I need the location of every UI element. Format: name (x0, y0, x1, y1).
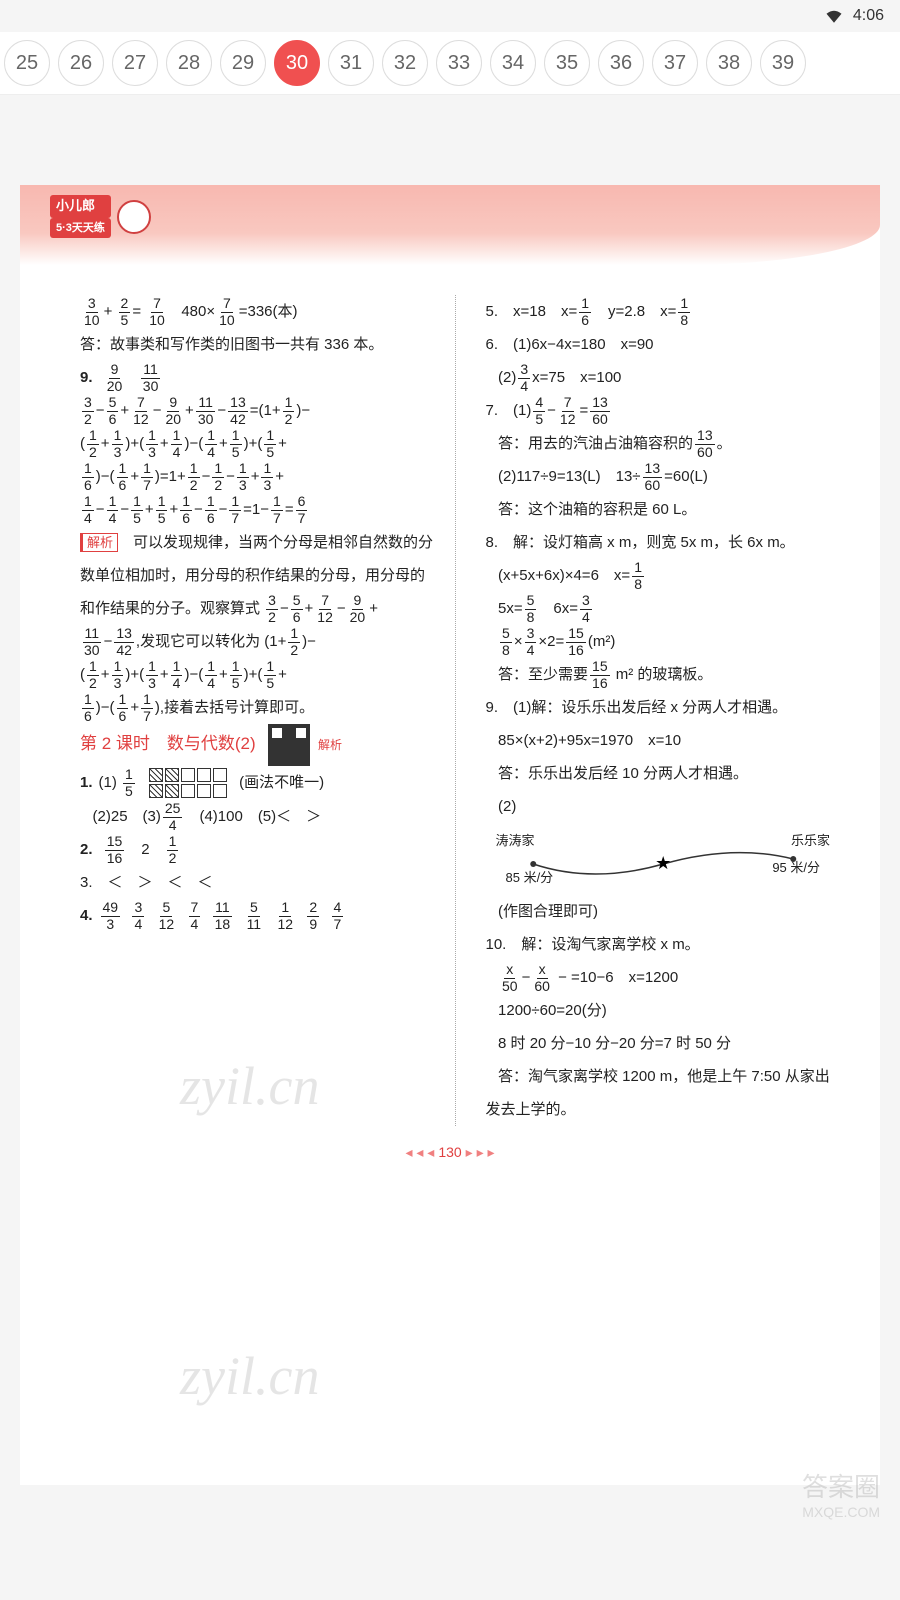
text-line: (2)34x=75 x=100 (486, 361, 841, 394)
text-line: 3. ＜ ＞ ＜ ＜ (80, 866, 435, 899)
grid-drawing (147, 766, 229, 800)
page-tab-36[interactable]: 36 (598, 40, 644, 86)
wifi-icon (825, 9, 843, 23)
brand-title: 小儿郎 (50, 195, 111, 218)
page-tab-33[interactable]: 33 (436, 40, 482, 86)
text-line: 答：淘气家离学校 1200 m，他是上午 7:50 从家出发去上学的。 (486, 1060, 841, 1126)
brand-sub: 5·3天天练 (50, 218, 111, 238)
watermark: zyil.cn (180, 1345, 319, 1407)
page-footer: ◂ ◂ ◂130▸ ▸ ▸ (20, 1136, 880, 1169)
text-line: 9. 920 1130 (80, 361, 435, 394)
text-line: 1130−1342,发现它可以转化为 (1+12)− (80, 625, 435, 658)
page-tab-32[interactable]: 32 (382, 40, 428, 86)
text-line: 2. 1516 2 12 (80, 833, 435, 866)
text-line: 答：用去的汽油占油箱容积的1360。 (486, 427, 841, 460)
page-tab-25[interactable]: 25 (4, 40, 50, 86)
qr-code-icon[interactable] (268, 724, 310, 766)
content-columns: 310+ 25= 710 480×710=336(本) 答：故事类和写作类的旧图… (20, 265, 880, 1136)
meeting-diagram: ★ 涛涛家 乐乐家 85 米/分 95 米/分 (486, 829, 841, 889)
page-tab-26[interactable]: 26 (58, 40, 104, 86)
document-area: 小儿郎 5·3天天练 310+ 25= 710 480×710=336(本) 答… (0, 95, 900, 1505)
text-line: (x+5x+6x)×4=6 x=18 (486, 559, 841, 592)
text-line: (2)117÷9=13(L) 13÷1360=60(L) (486, 460, 841, 493)
text-line: 58×34×2=1516(m²) (486, 625, 841, 658)
text-line: 9. (1)解：设乐乐出发后经 x 分两人才相遇。 (486, 691, 841, 724)
text-line: 16)−(16+17),接着去括号计算即可。 (80, 691, 435, 724)
text-line: x50−x60 − =10−6 x=1200 (486, 961, 841, 994)
text-line: 14−14−15+15+16−16−17=1−17=67 (80, 493, 435, 526)
right-column: 5. x=18 x=16 y=2.8 x=18 6. (1)6x−4x=180 … (476, 295, 841, 1126)
page-tab-34[interactable]: 34 (490, 40, 536, 86)
lesson-title: 第 2 课时 数与代数(2) (80, 734, 256, 753)
text-line: 6. (1)6x−4x=180 x=90 (486, 328, 841, 361)
text-line: 310+ 25= 710 480×710=336(本) (80, 295, 435, 328)
text-line: (12+13)+(13+14)−(14+15)+(15+ (80, 658, 435, 691)
brand: 小儿郎 5·3天天练 (50, 195, 151, 238)
text-line: 5. x=18 x=16 y=2.8 x=18 (486, 295, 841, 328)
page-tab-30[interactable]: 30 (274, 40, 320, 86)
text-line: 答：这个油箱的容积是 60 L。 (486, 493, 841, 526)
text-line: 4.493 34 512 74 1118 511 112 29 47 (80, 899, 435, 932)
analysis-block: 解析 可以发现规律，当两个分母是相邻自然数的分数单位相加时，用分母的积作结果的分… (80, 526, 435, 625)
lesson-row: 第 2 课时 数与代数(2) 解析 (80, 724, 435, 766)
page-tab-27[interactable]: 27 (112, 40, 158, 86)
text-line: 16)−(16+17)=1+12−12−13+13+ (80, 460, 435, 493)
watermark-corner: 答案圈 MXQE.COM (802, 1467, 880, 1520)
brand-mascot-icon (117, 200, 151, 234)
text-line: 答：乐乐出发后经 10 分两人才相遇。 (486, 757, 841, 790)
text-line: 1.(1) 15 (画法不唯一) (80, 766, 435, 800)
text-line: 7. (1)45−712=1360 (486, 394, 841, 427)
page-tab-35[interactable]: 35 (544, 40, 590, 86)
text-line: 1200÷60=20(分) (486, 994, 841, 1027)
page-tabs: 252627282930313233343536373839 (0, 32, 900, 95)
text-line: (作图合理即可) (486, 895, 841, 928)
text-line: (12+13)+(13+14)−(14+15)+(15+ (80, 427, 435, 460)
text-line: 答：故事类和写作类的旧图书一共有 336 本。 (80, 328, 435, 361)
document-page: 小儿郎 5·3天天练 310+ 25= 710 480×710=336(本) 答… (20, 185, 880, 1485)
page-tab-38[interactable]: 38 (706, 40, 752, 86)
text-line: 32−56+712−920+1130−1342=(1+12)− (80, 394, 435, 427)
text-line: 85×(x+2)+95x=1970 x=10 (486, 724, 841, 757)
text-line: 8. 解：设灯箱高 x m，则宽 5x m，长 6x m。 (486, 526, 841, 559)
analysis-tag: 解析 (80, 533, 118, 552)
status-bar: 4:06 (0, 0, 900, 32)
left-column: 310+ 25= 710 480×710=336(本) 答：故事类和写作类的旧图… (80, 295, 456, 1126)
text-line: 10. 解：设淘气家离学校 x m。 (486, 928, 841, 961)
page-tab-39[interactable]: 39 (760, 40, 806, 86)
status-time: 4:06 (853, 7, 884, 25)
page-tab-29[interactable]: 29 (220, 40, 266, 86)
header-band: 小儿郎 5·3天天练 (20, 185, 880, 265)
text-line: (2)25 (3)254 (4)100 (5)＜ ＞ (80, 800, 435, 833)
svg-text:★: ★ (655, 853, 671, 873)
text-line: (2) (486, 790, 841, 823)
page-tab-37[interactable]: 37 (652, 40, 698, 86)
page-tab-31[interactable]: 31 (328, 40, 374, 86)
text-line: 8 时 20 分−10 分−20 分=7 时 50 分 (486, 1027, 841, 1060)
text-line: 答：至少需要1516 m² 的玻璃板。 (486, 658, 841, 691)
text-line: 5x=58 6x=34 (486, 592, 841, 625)
page-tab-28[interactable]: 28 (166, 40, 212, 86)
qr-label: 解析 (318, 738, 342, 752)
